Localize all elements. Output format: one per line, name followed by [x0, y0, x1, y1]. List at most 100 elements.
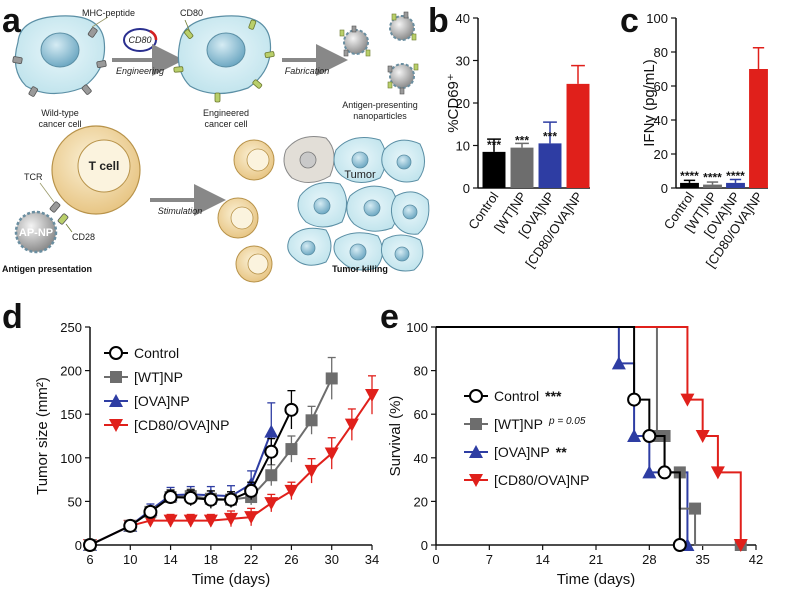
panel-label-a: a [2, 2, 22, 40]
legend-label: [WT]NP [494, 416, 543, 432]
x-tick-label: 28 [642, 552, 656, 567]
data-point [203, 492, 218, 507]
data-point [733, 539, 748, 552]
bar [566, 83, 590, 188]
data-point [305, 414, 318, 427]
y-tick-label: 20 [414, 494, 428, 509]
cd80-label: CD80 [180, 8, 203, 18]
cell-nucleus [206, 32, 246, 68]
data-point [627, 392, 642, 407]
x-axis-label: Time (days) [192, 571, 271, 588]
data-point [264, 444, 279, 459]
data-point [325, 372, 338, 385]
y-tick-label: 100 [406, 320, 428, 335]
panel-label-d: d [2, 298, 23, 336]
data-point [657, 465, 672, 480]
bar [482, 151, 506, 188]
data-point [304, 464, 319, 478]
fabrication-label: Fabrication [285, 66, 330, 76]
x-tick-label: 6 [86, 552, 93, 567]
x-tick-label: 18 [204, 552, 218, 567]
significance-label: *** [545, 388, 562, 404]
y-tick-label: 250 [60, 320, 82, 335]
activated-t-cells-icon [217, 139, 275, 283]
legend-marker [109, 419, 123, 432]
data-point [265, 469, 278, 482]
legend-marker [470, 418, 482, 430]
x-tick-label: 30 [324, 552, 338, 567]
data-point [672, 538, 687, 552]
data-point [143, 504, 158, 519]
x-tick-label: 34 [365, 552, 379, 567]
y-tick-label: 40 [654, 113, 668, 128]
antigen-presentation-label: Antigen presentation [2, 264, 92, 274]
schematic-panel: MHC-peptide Wild-type cancer cell CD80 E… [2, 8, 430, 283]
y-axis-label: Survival (%) [387, 396, 404, 477]
data-point [183, 490, 198, 505]
y-axis-label: IFNγ (pg/mL) [641, 59, 658, 147]
legend-marker [110, 371, 122, 383]
y-tick-label: 150 [60, 407, 82, 422]
legend-label: Control [494, 388, 539, 404]
legend-label: [CD80/OVA]NP [134, 417, 229, 433]
data-point [324, 447, 339, 461]
data-point [642, 429, 657, 443]
data-point [264, 497, 279, 511]
bar [726, 182, 745, 188]
wild-type-label-2: cancer cell [38, 119, 81, 129]
engineered-label-1: Engineered [203, 108, 249, 118]
tumor-nuclei-icon [299, 151, 418, 262]
data-point [710, 466, 725, 480]
significance-label: *** [515, 134, 529, 148]
x-axis-label: Time (days) [557, 571, 636, 588]
x-tick-label: 21 [589, 552, 603, 567]
y-tick-label: 80 [414, 364, 428, 379]
legend-marker [109, 346, 123, 360]
legend-marker [469, 445, 483, 458]
y-tick-label: 50 [68, 494, 82, 509]
tcr-label: TCR [24, 172, 43, 182]
y-tick-label: 0 [421, 538, 428, 553]
nanoparticles-label-1: Antigen-presenting [342, 100, 418, 110]
y-tick-label: 40 [456, 11, 470, 26]
bar [749, 69, 768, 188]
legend-label: [OVA]NP [134, 393, 190, 409]
cd28-label: CD28 [72, 232, 95, 242]
significance-label: ** [556, 444, 567, 460]
significance-label: **** [726, 169, 745, 183]
y-tick-label: 80 [654, 45, 668, 60]
data-point [244, 511, 259, 525]
legend-marker [109, 394, 123, 407]
cell-nucleus [40, 32, 80, 68]
data-point [611, 356, 626, 370]
ap-np-label: AP-NP [19, 227, 53, 239]
data-point [627, 429, 642, 442]
x-tick-label: 14 [163, 552, 177, 567]
data-point [344, 418, 359, 432]
legend-marker [469, 389, 483, 403]
legend-label: [WT]NP [134, 369, 183, 385]
y-tick-label: 10 [456, 139, 470, 154]
y-tick-label: 20 [654, 147, 668, 162]
data-point [224, 512, 238, 526]
significance-label: p = 0.05 [548, 416, 586, 427]
data-point [365, 389, 379, 403]
data-point [163, 514, 178, 528]
bar [703, 184, 722, 188]
data-point [83, 538, 97, 552]
data-point [183, 514, 198, 528]
chart-survival: 0 20 40 60 80 100 0 7 14 21 28 35 42 Time (days) Survi… [387, 320, 763, 588]
legend-marker [469, 474, 483, 487]
y-tick-label: 0 [661, 181, 668, 196]
panel-label-c: c [620, 2, 639, 40]
series-line [89, 431, 273, 546]
engineering-label: Engineering [116, 66, 164, 76]
data-point [680, 393, 695, 407]
significance-label: **** [703, 171, 722, 185]
data-point [244, 483, 259, 498]
chart-tumor-size: 0 50 100 150 200 250 6 10 14 18 22 26 30 34 Time (days… [34, 320, 379, 588]
x-tick-label: 26 [284, 552, 298, 567]
chart-cd69: 010203040%CD69⁺***Control***[WT]NP***[OV… [445, 11, 590, 270]
data-point [123, 518, 138, 533]
